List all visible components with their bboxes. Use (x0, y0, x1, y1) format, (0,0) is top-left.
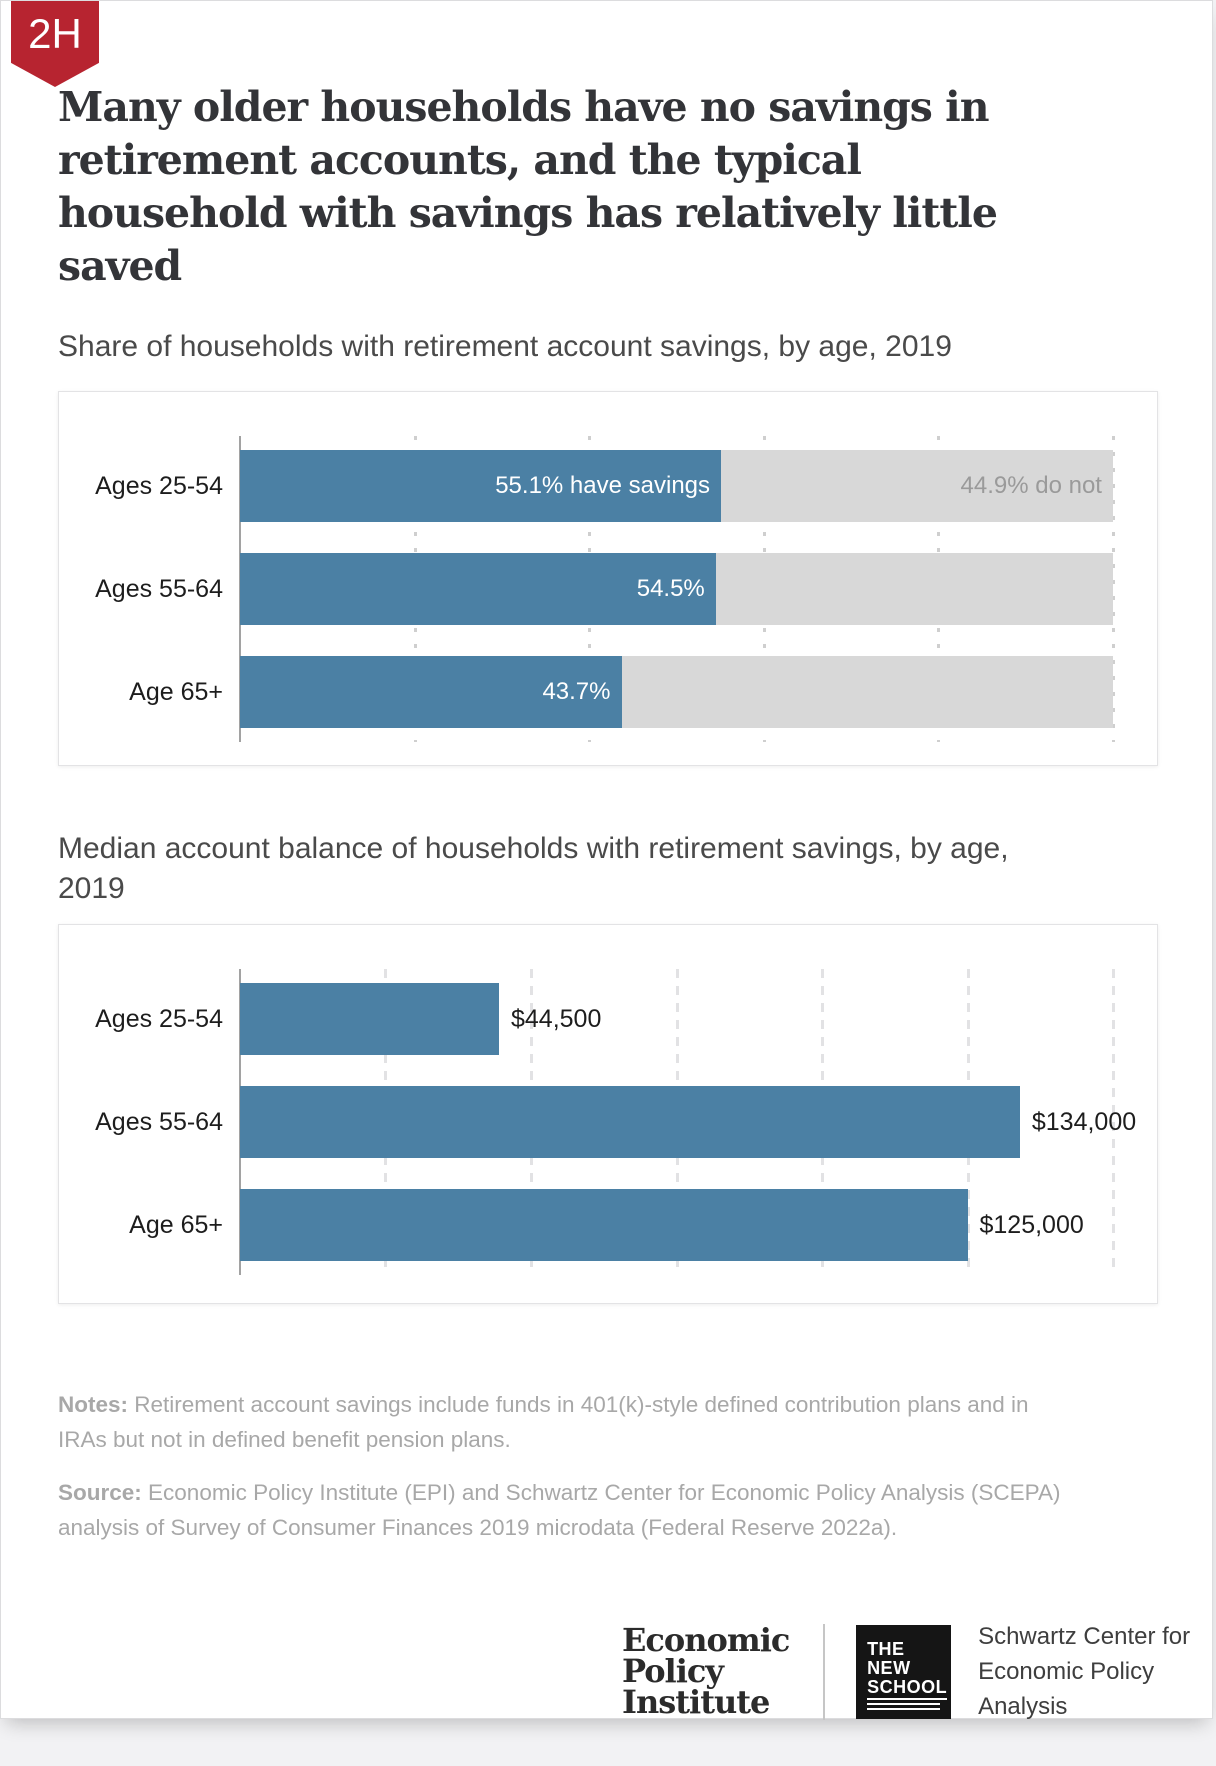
bar-median-balance (240, 983, 499, 1055)
new-school-logo-line: NEW (867, 1657, 911, 1678)
report-page: 2H Many older households have no savings… (0, 0, 1213, 1720)
category-label: Ages 25-54 (95, 471, 223, 500)
figure-ribbon-badge: 2H (11, 1, 99, 87)
bar-value-label: $44,500 (510, 1004, 602, 1033)
notes-label: Notes: (58, 1392, 129, 1417)
new-school-logo-line: SCHOOL (867, 1677, 948, 1700)
source-body: Economic Policy Institute (EPI) and Schw… (58, 1480, 1061, 1540)
schwartz-center-label: Schwartz Center for Economic Policy Anal… (978, 1623, 1191, 1720)
chart1-card: Ages 25-54 55.1% have savings 44.9% do not… (58, 391, 1158, 766)
notes-body: Retirement account savings include funds… (58, 1392, 1029, 1452)
footer-logos: Economic Policy Institute THE NEW SCHOOL… (622, 1619, 1212, 1724)
bar-track: $44,500 (240, 983, 1113, 1055)
page-title: Many older households have no savings in… (58, 83, 998, 290)
bar-median-balance (240, 1189, 968, 1261)
gridline (1112, 436, 1115, 742)
category-label: Age 65+ (129, 1210, 223, 1239)
new-school-logo: THE NEW SCHOOL (856, 1624, 952, 1719)
bar-segment-do-not (715, 553, 1113, 625)
source-label: Source: (58, 1480, 142, 1505)
bar-value-label: $134,000 (1031, 1107, 1137, 1136)
new-school-logo-rule (867, 1707, 941, 1710)
chart2-card: Ages 25-54 $44,500 Ages 55-64 $134,000 Age 6… (58, 924, 1158, 1304)
chart1-rows: Ages 25-54 55.1% have savings 44.9% do not… (59, 450, 1157, 759)
bar-track: $134,000 (240, 1086, 1136, 1158)
chart2-row: Ages 55-64 $134,000 (59, 1086, 1157, 1158)
chart2-subtitle: Median account balance of households wit… (58, 832, 1009, 905)
footer-divider (823, 1623, 826, 1720)
new-school-logo-rule (867, 1702, 941, 1705)
notes-text: Notes: Retirement account savings includ… (58, 1387, 1140, 1457)
chart2-row: Ages 25-54 $44,500 (59, 983, 1157, 1055)
new-school-logo-line: THE (867, 1638, 905, 1659)
bar-track: 54.5% (240, 553, 1113, 625)
bar-segment-have-savings: 43.7% (240, 656, 622, 728)
bar-value-label: 54.5% (636, 575, 705, 602)
bar-track: 55.1% have savings 44.9% do not (240, 450, 1113, 522)
chart2-rows: Ages 25-54 $44,500 Ages 55-64 $134,000 Age 6… (59, 983, 1157, 1292)
category-label: Ages 55-64 (95, 574, 223, 603)
chart1-row: Age 65+ 43.7% (59, 656, 1157, 728)
bar-track: $125,000 (240, 1189, 1113, 1261)
category-label: Ages 55-64 (95, 1107, 223, 1136)
chart1-row: Ages 25-54 55.1% have savings 44.9% do not (59, 450, 1157, 522)
bar-median-balance (240, 1086, 1020, 1158)
bar-value-label: 44.9% do not (960, 472, 1102, 499)
chart2-row: Age 65+ $125,000 (59, 1189, 1157, 1261)
bar-segment-have-savings: 54.5% (240, 553, 716, 625)
bar-segment-do-not: 44.9% do not (721, 450, 1113, 522)
bar-track: 43.7% (240, 656, 1113, 728)
bar-segment-have-savings: 55.1% have savings (240, 450, 722, 522)
category-label: Ages 25-54 (95, 1004, 223, 1033)
bar-value-label: 55.1% have savings (495, 472, 711, 499)
figure-number-label: 2H (28, 10, 82, 57)
epi-logo: Economic Policy Institute (622, 1621, 790, 1721)
gridline (1112, 969, 1115, 1275)
bar-segment-do-not (621, 656, 1113, 728)
bar-value-label: 43.7% (542, 678, 611, 705)
bar-value-label: $125,000 (979, 1210, 1084, 1239)
chart1-subtitle: Share of households with retirement acco… (58, 330, 952, 363)
chart1-row: Ages 55-64 54.5% (59, 553, 1157, 625)
source-text: Source: Economic Policy Institute (EPI) … (58, 1475, 1140, 1545)
category-label: Age 65+ (129, 677, 223, 706)
